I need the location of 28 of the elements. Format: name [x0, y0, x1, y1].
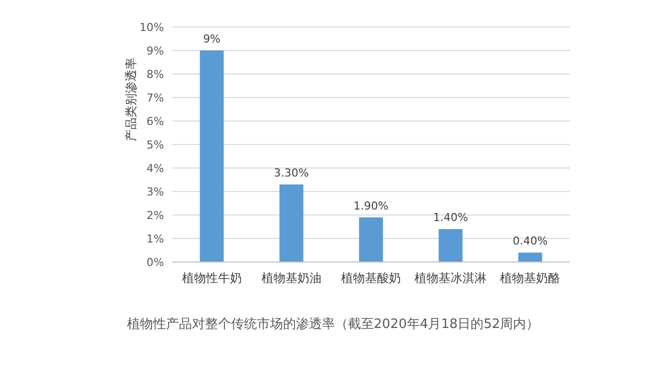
data-label: 3.30% — [274, 166, 309, 180]
y-tick-label: 2% — [146, 209, 164, 222]
x-tick-label: 植物基奶酪 — [500, 271, 560, 285]
x-tick-label: 植物性牛奶 — [182, 271, 242, 285]
data-label: 1.90% — [354, 199, 388, 212]
y-tick-label: 9% — [146, 44, 164, 58]
y-tick-label: 0% — [146, 256, 164, 269]
y-tick-label: 10% — [140, 21, 164, 34]
y-tick-label: 7% — [146, 92, 164, 104]
y-tick-label: 8% — [146, 68, 164, 81]
y-axis-title: 产品类别渗透率 — [124, 58, 138, 142]
bar — [200, 50, 224, 262]
x-tick-label: 植物基酸奶 — [341, 271, 401, 285]
y-tick-label: 6% — [146, 115, 164, 128]
bar — [359, 217, 383, 262]
bar — [518, 252, 542, 262]
data-label: 0.40% — [512, 234, 548, 248]
data-label: 9% — [203, 32, 221, 46]
data-label: 1.40% — [433, 211, 468, 224]
bar — [279, 184, 304, 262]
x-tick-label: 植物基冰淇淋 — [414, 271, 487, 285]
x-tick-label: 植物基奶油 — [261, 271, 322, 285]
bar — [438, 229, 463, 262]
y-tick-label: 4% — [146, 162, 164, 175]
y-tick-label: 3% — [146, 186, 164, 198]
text: 植物性产品对整个传统市场的渗透率（截至2020年4月18日的52周内） — [126, 316, 540, 332]
y-tick-label: 5% — [146, 138, 164, 152]
y-tick-label: 1% — [146, 232, 164, 246]
